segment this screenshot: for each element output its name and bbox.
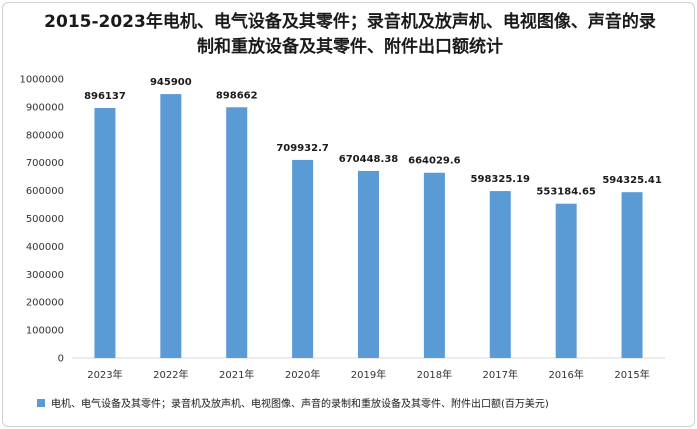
legend-label: 电机、电气设备及其零件；录音机及放声机、电视图像、声音的录制和重放设备及其零件、… <box>51 399 549 410</box>
bar <box>555 203 577 358</box>
bar <box>358 170 379 358</box>
bar <box>423 172 445 358</box>
y-tick-label: 500000 <box>26 214 64 225</box>
y-tick-label: 1000000 <box>19 75 64 86</box>
data-label: 898662 <box>216 90 258 101</box>
y-tick-label: 900000 <box>26 102 64 113</box>
bar <box>621 192 643 358</box>
data-label: 553184.65 <box>536 187 596 198</box>
bar <box>292 159 314 358</box>
data-label: 709932.7 <box>276 143 329 154</box>
bar <box>489 191 511 358</box>
bar <box>226 107 248 358</box>
x-tick-label: 2022年 <box>153 368 188 381</box>
bar <box>160 94 182 358</box>
x-tick-label: 2020年 <box>285 368 320 381</box>
chart-title: 2015-2023年电机、电气设备及其零件；录音机及放声机、电视图像、声音的录制… <box>44 12 656 57</box>
bar <box>94 107 116 358</box>
y-tick-label: 400000 <box>26 242 64 253</box>
data-label: 664029.6 <box>408 156 461 167</box>
x-tick-label: 2021年 <box>219 368 254 381</box>
data-label: 896137 <box>84 91 126 102</box>
y-tick-label: 0 <box>58 354 64 365</box>
y-tick-label: 600000 <box>26 186 64 197</box>
x-tick-label: 2015年 <box>614 368 649 381</box>
x-tick-label: 2017年 <box>483 368 518 381</box>
legend: 电机、电气设备及其零件；录音机及放声机、电视图像、声音的录制和重放设备及其零件、… <box>37 395 549 410</box>
y-tick-label: 200000 <box>26 298 64 309</box>
y-tick-label: 700000 <box>26 158 64 169</box>
legend-swatch <box>37 398 45 407</box>
x-tick-label: 2016年 <box>548 368 583 381</box>
x-tick-label: 2019年 <box>351 368 386 381</box>
y-tick-label: 300000 <box>26 270 64 281</box>
data-label: 598325.19 <box>471 174 531 185</box>
x-tick-label: 2023年 <box>87 368 122 381</box>
x-tick-label: 2018年 <box>417 368 452 381</box>
data-label: 945900 <box>150 77 192 88</box>
data-label: 594325.41 <box>602 175 662 186</box>
y-tick-label: 100000 <box>26 326 64 337</box>
y-tick-label: 800000 <box>26 130 64 141</box>
data-label: 670448.38 <box>339 154 399 165</box>
